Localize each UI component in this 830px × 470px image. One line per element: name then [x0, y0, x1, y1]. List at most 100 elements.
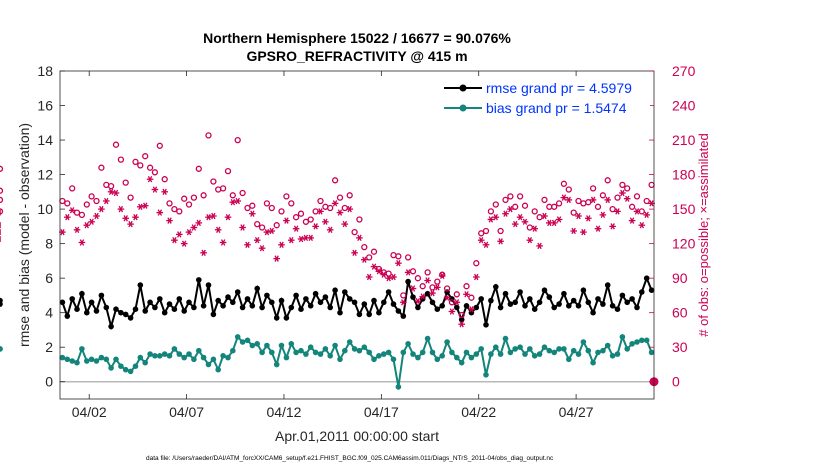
obs-assimilated-point [219, 239, 227, 246]
obs-possible-point [473, 260, 480, 267]
obs-assimilated-point [341, 220, 349, 228]
bias-point [458, 359, 465, 366]
y-right-tick-label: 270 [672, 63, 696, 79]
obs-assimilated-point [112, 189, 120, 197]
rmse-point [478, 296, 485, 302]
bias-point [536, 351, 543, 357]
obs-possible-point [492, 201, 499, 208]
rmse-point [171, 306, 178, 313]
obs-assimilated-point [492, 213, 500, 221]
obs-possible-point [366, 254, 373, 261]
y-left-tick-label: 6 [45, 270, 53, 286]
obs-assimilated-point [473, 273, 480, 281]
obs-assimilated-point [370, 263, 378, 270]
obs-assimilated-point [487, 216, 495, 223]
rmse-point [303, 296, 309, 302]
obs-assimilated-point [93, 212, 100, 220]
obs-possible-point [258, 224, 266, 231]
y-left-tick-label: 18 [37, 63, 53, 79]
obs-possible-point [302, 218, 310, 225]
y-left-tick-label: 10 [37, 201, 53, 217]
bias-point [371, 356, 377, 363]
obs-assimilated-point [253, 236, 261, 244]
bias-point [541, 344, 548, 351]
obs-possible-point [609, 205, 616, 213]
obs-assimilated-point [365, 273, 373, 281]
rmse-point [142, 308, 148, 314]
rmse-point [337, 309, 343, 316]
obs-assimilated-point [273, 255, 280, 262]
obs-assimilated-point [502, 210, 509, 217]
obs-assimilated-point [346, 205, 353, 213]
obs-assimilated-point [166, 217, 173, 224]
bias-point [415, 354, 421, 361]
bias-point [132, 363, 139, 370]
obs-possible-point [69, 185, 76, 192]
obs-assimilated-point [404, 269, 412, 276]
rmse-point [312, 290, 319, 297]
rmse-point [273, 315, 280, 321]
obs-possible-point [288, 200, 295, 207]
y-left-tick-label: 16 [37, 98, 53, 114]
bias-point [239, 339, 246, 345]
rmse-point [118, 309, 124, 316]
bias-point [142, 359, 148, 366]
bias-point [590, 359, 596, 366]
obs-assimilated-point [380, 271, 388, 278]
y-right-tick-label: 180 [672, 167, 696, 183]
bias-point [527, 346, 533, 352]
obs-assimilated-point [239, 224, 246, 231]
bias-point [200, 354, 207, 361]
obs-possible-point [546, 203, 553, 210]
obs-assimilated-point [331, 200, 339, 207]
bias-point [332, 342, 338, 349]
rmse-point [225, 294, 231, 300]
x-tick-label: 04/02 [72, 404, 107, 420]
obs-possible-point [478, 230, 485, 237]
bias-point [137, 354, 144, 361]
rmse-point [585, 299, 592, 306]
obs-assimilated-point [633, 208, 641, 215]
bias-point [317, 351, 324, 357]
obs-assimilated-point [103, 197, 110, 205]
rmse-point [322, 294, 329, 300]
obs-assimilated-point [210, 212, 217, 220]
rmse-point [98, 292, 105, 299]
rmse-point [307, 303, 314, 309]
obs-assimilated-point [589, 196, 597, 204]
bias-point [439, 353, 446, 359]
obs-assimilated-point [414, 297, 422, 305]
obs-assimilated-point [312, 223, 319, 230]
bias-point [429, 349, 436, 356]
rmse-point [356, 311, 363, 318]
obs-assimilated-point [560, 194, 568, 201]
bias-point [517, 344, 523, 351]
bias-point [419, 349, 426, 356]
bias-point [312, 349, 319, 356]
obs-assimilated-point [516, 213, 524, 221]
x-axis: 04/02 04/07 04/12 04/17 04/22 04/27 [72, 71, 594, 420]
chart-marks [0, 132, 659, 390]
obs-possible-point [64, 200, 71, 207]
rmse-point [264, 292, 270, 299]
bias-point [483, 372, 489, 378]
rmse-point [259, 304, 265, 311]
y-right-tick-label: 60 [672, 305, 688, 321]
rmse-point [127, 315, 134, 321]
rmse-point [269, 299, 275, 306]
bias-point [0, 346, 3, 352]
rmse-point [643, 275, 650, 282]
bias-point [609, 353, 616, 359]
obs-possible-point [122, 179, 129, 186]
obs-possible-point [604, 177, 611, 184]
obs-assimilated-point [205, 213, 212, 221]
obs-possible-point [263, 200, 271, 207]
bias-point [283, 354, 290, 361]
bias-point [84, 358, 90, 364]
bias-point [570, 347, 577, 354]
rmse-point [283, 315, 290, 321]
rmse-point [147, 299, 153, 306]
rmse-point [527, 296, 533, 302]
obs-assimilated-point [180, 240, 188, 247]
rmse-point [69, 296, 75, 302]
